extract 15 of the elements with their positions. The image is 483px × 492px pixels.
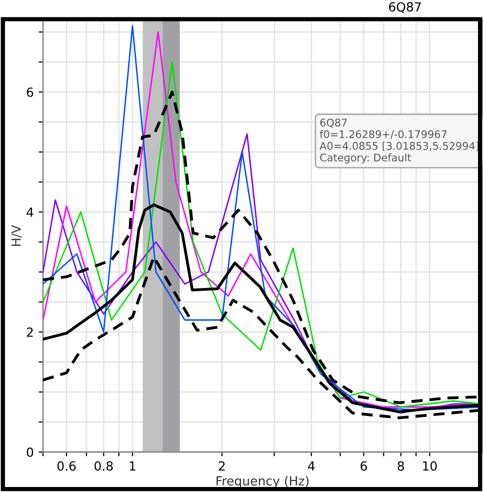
x-tick-label: 0.8 bbox=[94, 461, 113, 471]
chart-title: 6Q87 bbox=[389, 2, 421, 14]
x-tick-label: 4 bbox=[308, 461, 315, 471]
y-tick-label: 2 bbox=[26, 327, 33, 337]
x-tick-label: 6 bbox=[360, 461, 367, 471]
x-tick-label: 8 bbox=[398, 461, 404, 471]
x-tick-label: 10 bbox=[423, 461, 437, 471]
x-tick-label: 2 bbox=[218, 461, 225, 471]
x-tick-label: 1 bbox=[130, 461, 136, 471]
y-tick-label: 4 bbox=[26, 208, 34, 217]
x-axis-title: Frequency (Hz) bbox=[216, 476, 309, 488]
x-tick-label: 0.6 bbox=[57, 461, 76, 471]
y-axis-title: H/V bbox=[12, 225, 22, 246]
y-tick-label: 0 bbox=[26, 447, 34, 457]
y-tick-label: 6 bbox=[26, 87, 34, 97]
